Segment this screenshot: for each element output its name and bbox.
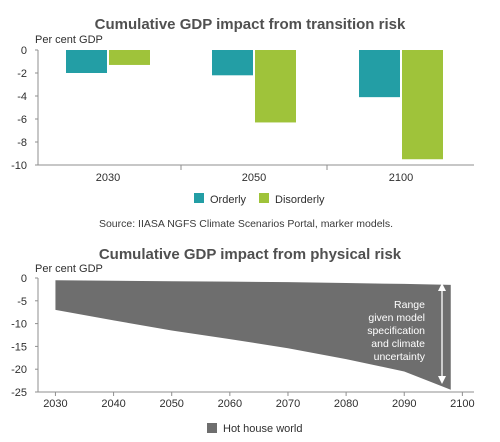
physical-x-tick-label: 2100 [450, 398, 474, 410]
physical-y-tick-label: -10 [11, 319, 27, 331]
legend-swatch-disorderly [259, 193, 269, 203]
legend-label-orderly: Orderly [210, 194, 247, 206]
annotation-text-line: uncertainty [374, 351, 426, 363]
transition-bar-orderly-2100 [359, 50, 400, 98]
physical-y-tick-label: -20 [11, 364, 27, 376]
physical-x-tick-label: 2090 [392, 398, 416, 410]
hot-house-world-area [55, 280, 451, 390]
transition-y-axis-label: Per cent GDP [35, 34, 103, 46]
annotation-arrow-down-icon [438, 376, 446, 384]
transition-risk-title: Cumulative GDP impact from transition ri… [95, 16, 406, 33]
legend-swatch-orderly [194, 193, 204, 203]
physical-y-tick-label: -15 [11, 341, 27, 353]
transition-y-tick-label: -2 [17, 68, 27, 80]
transition-bar-disorderly-2030 [109, 50, 150, 65]
transition-x-tick-label: 2100 [389, 172, 413, 184]
physical-risk-title: Cumulative GDP impact from physical risk [99, 246, 402, 263]
annotation-text-line: and climate [371, 338, 425, 350]
physical-x-tick-label: 2040 [101, 398, 125, 410]
transition-x-tick-label: 2030 [96, 172, 120, 184]
transition-y-tick-label: -4 [17, 91, 27, 103]
transition-source-note: Source: IIASA NGFS Climate Scenarios Por… [99, 218, 393, 230]
transition-y-tick-label: -8 [17, 137, 27, 149]
physical-x-tick-label: 2070 [276, 398, 300, 410]
legend-swatch-hot-house-world [207, 423, 217, 433]
physical-y-tick-label: -5 [17, 296, 27, 308]
transition-y-tick-label: -10 [11, 160, 27, 172]
transition-bar-disorderly-2050 [255, 50, 296, 123]
legend-label-hot-house-world: Hot house world [223, 423, 303, 435]
annotation-arrow-up-icon [438, 283, 446, 291]
annotation-text-line: specification [367, 325, 425, 337]
transition-bar-orderly-2050 [212, 50, 253, 76]
physical-y-tick-label: -25 [11, 387, 27, 399]
annotation-text-line: given model [368, 312, 425, 324]
physical-x-tick-label: 2080 [334, 398, 358, 410]
annotation-text-line: Range [394, 299, 425, 311]
physical-y-tick-label: 0 [21, 273, 27, 285]
transition-bar-orderly-2030 [66, 50, 107, 73]
physical-x-tick-label: 2050 [159, 398, 183, 410]
physical-y-axis-label: Per cent GDP [35, 263, 103, 275]
transition-y-tick-label: -6 [17, 114, 27, 126]
physical-x-tick-label: 2060 [218, 398, 242, 410]
transition-bar-disorderly-2100 [402, 50, 443, 160]
transition-y-tick-label: 0 [21, 45, 27, 57]
physical-x-tick-label: 2030 [43, 398, 67, 410]
legend-label-disorderly: Disorderly [275, 194, 325, 206]
transition-x-tick-label: 2050 [242, 172, 266, 184]
